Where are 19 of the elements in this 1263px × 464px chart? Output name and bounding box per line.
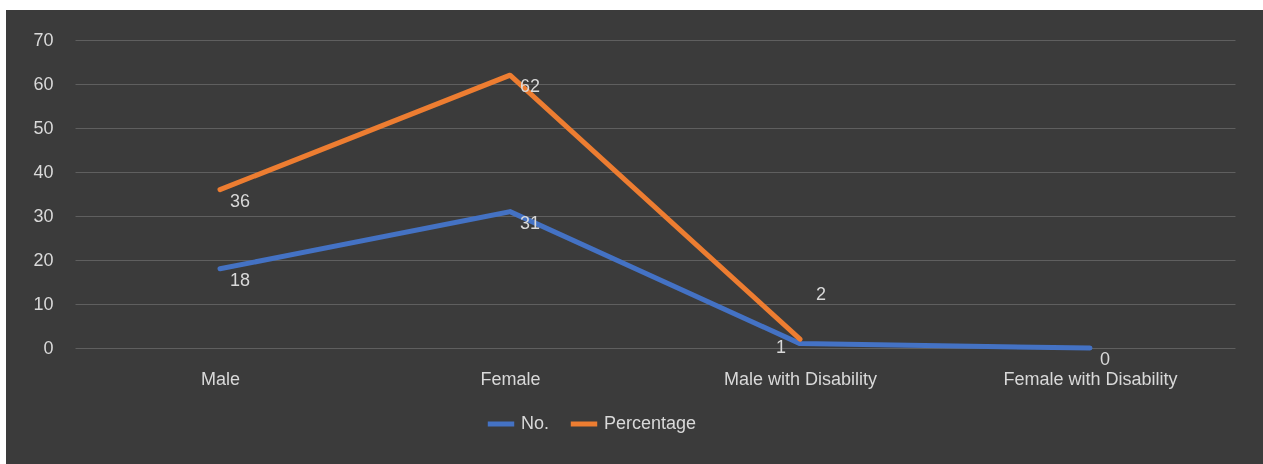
y-tick-label: 70 xyxy=(33,29,54,50)
y-tick-label: 0 xyxy=(43,337,54,358)
y-tick-label: 20 xyxy=(33,249,54,270)
y-tick-label: 50 xyxy=(33,117,54,138)
data-label: 18 xyxy=(230,269,251,290)
legend-label: No. xyxy=(521,413,550,433)
y-tick-label: 40 xyxy=(33,161,54,182)
data-label: 1 xyxy=(775,336,786,357)
data-label: 0 xyxy=(1100,349,1111,369)
legend-label: Percentage xyxy=(604,413,697,433)
data-label: 36 xyxy=(230,190,251,211)
y-tick-label: 60 xyxy=(33,73,54,94)
x-tick-label: Male with Disability xyxy=(723,368,878,389)
data-label: 2 xyxy=(816,284,827,305)
y-tick-label: 30 xyxy=(33,205,54,226)
x-tick-label: Female xyxy=(480,368,541,389)
x-tick-label: Female with Disability xyxy=(1003,368,1178,389)
x-tick-label: Male xyxy=(200,368,241,389)
y-tick-label: 10 xyxy=(33,293,54,314)
